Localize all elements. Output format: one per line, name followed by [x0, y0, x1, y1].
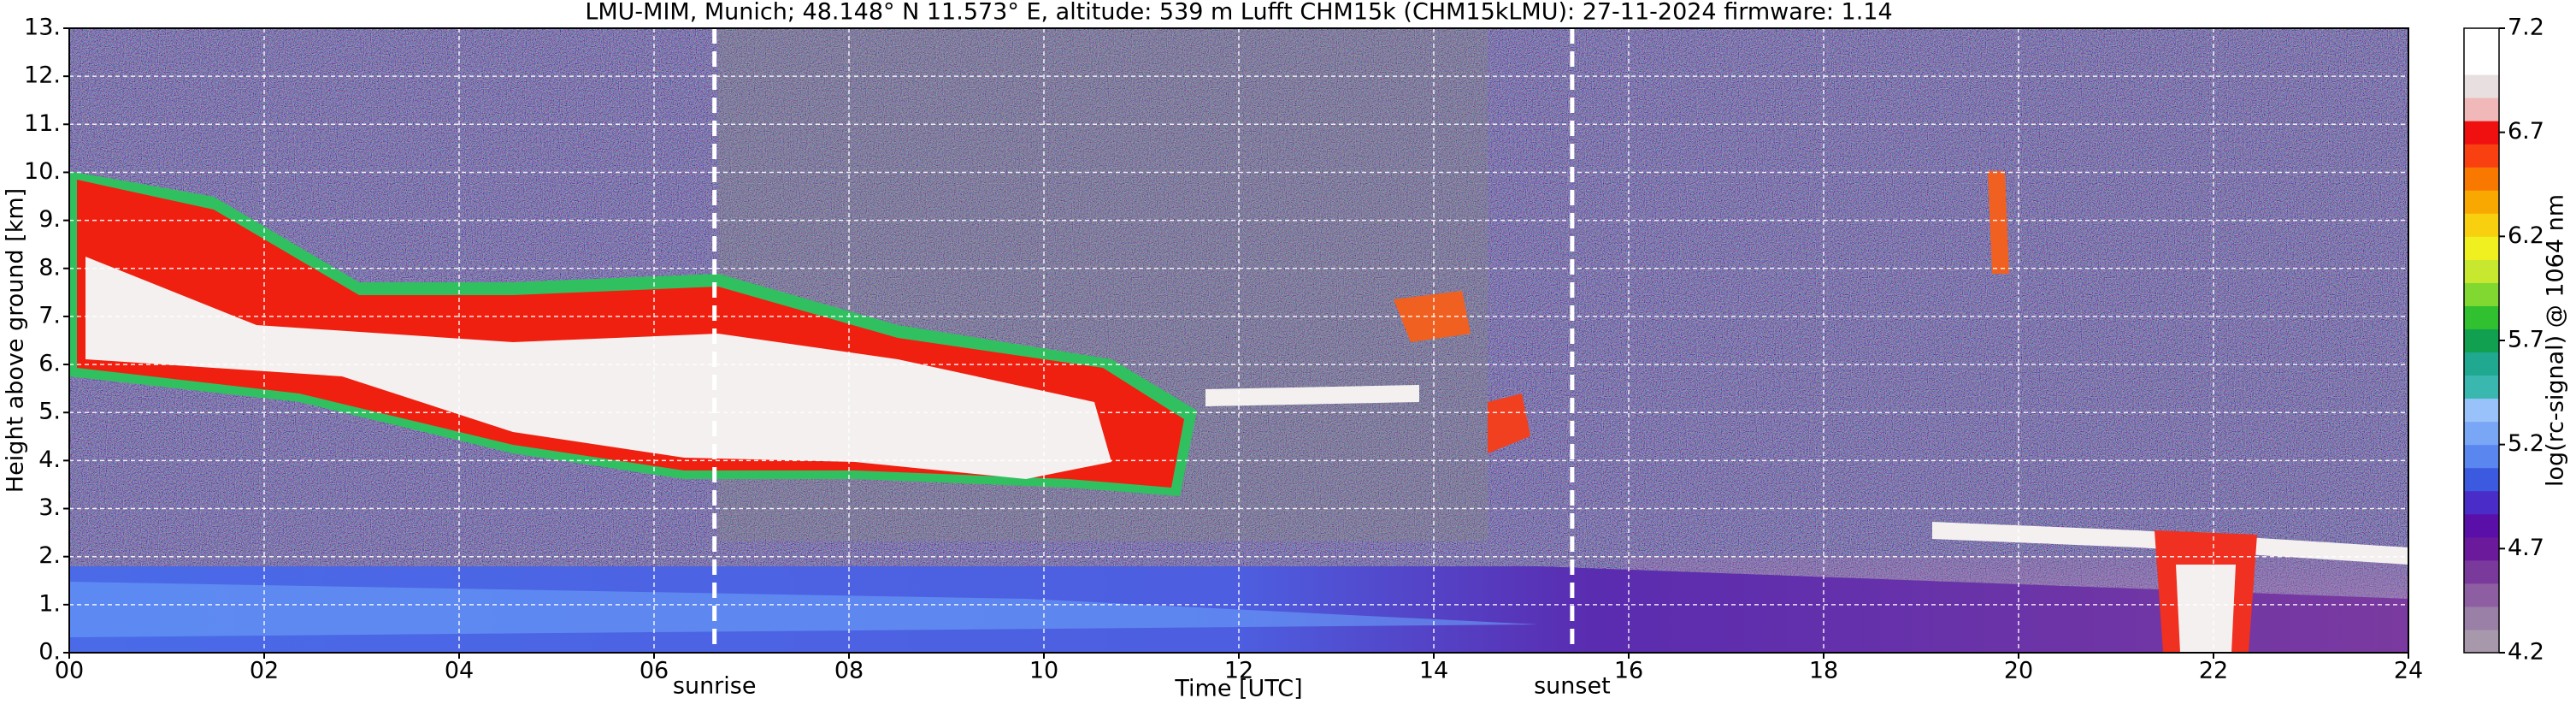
x-tick-label: 10 — [1029, 658, 1058, 684]
colorbar-segment — [2464, 375, 2499, 399]
x-tick-label: 12 — [1224, 658, 1253, 684]
colorbar-segment — [2464, 421, 2499, 446]
colorbar-segment — [2464, 583, 2499, 607]
cloud — [1988, 171, 2009, 274]
x-tick-label: 20 — [2004, 658, 2033, 684]
colorbar-segment — [2464, 259, 2499, 283]
y-tick-label: 5. — [38, 399, 61, 425]
colorbar-segment — [2464, 328, 2499, 353]
x-tick-label: 22 — [2199, 658, 2228, 684]
colorbar-segment — [2464, 629, 2499, 654]
y-tick-label: 2. — [38, 542, 61, 569]
x-tick-label: 14 — [1419, 658, 1448, 684]
y-tick-label: 11. — [24, 110, 61, 137]
y-tick-label: 7. — [38, 302, 61, 328]
x-tick-label: 16 — [1614, 658, 1643, 684]
colorbar-segment — [2464, 444, 2499, 469]
colorbar-segment — [2464, 536, 2499, 561]
cloud — [1488, 393, 1530, 453]
y-tick-label: 8. — [38, 254, 61, 281]
y-tick-label: 1. — [38, 590, 61, 617]
boundary-layer — [69, 582, 1539, 637]
plot-frame — [68, 27, 2409, 654]
y-tick-label: 13. — [24, 15, 61, 41]
colorbar-segment — [2464, 398, 2499, 423]
x-tick-label: 00 — [55, 658, 84, 684]
y-tick-label: 12. — [24, 62, 61, 89]
colorbar-segment — [2464, 190, 2499, 214]
colorbar-segment — [2464, 513, 2499, 538]
colorbar-segment — [2464, 467, 2499, 492]
y-tick-label: 4. — [38, 447, 61, 473]
colorbar-segment — [2464, 236, 2499, 260]
cloud-core — [85, 257, 1111, 479]
colorbar-label: log(rc-signal) @ 1064 nm — [2543, 194, 2569, 487]
x-tick-label: 18 — [1809, 658, 1838, 684]
colorbar-tick-label: 5.7 — [2508, 327, 2544, 353]
colorbar-segment — [2464, 606, 2499, 630]
colorbar-tick-label: 6.7 — [2508, 118, 2544, 145]
colorbar-tick-label: 5.2 — [2508, 430, 2544, 457]
colorbar-tick-label: 7.2 — [2508, 15, 2544, 41]
colorbar-segment — [2464, 121, 2499, 145]
y-tick-label: 0. — [38, 639, 61, 666]
chart-title: LMU-MIM, Munich; 48.148° N 11.573° E, al… — [585, 0, 1892, 26]
x-tick-label: 24 — [2394, 658, 2423, 684]
colorbar-segment — [2464, 559, 2499, 584]
event-label: sunset — [1534, 673, 1611, 700]
x-tick-label: 06 — [640, 658, 669, 684]
y-tick-label: 6. — [38, 351, 61, 377]
colorbar-segment — [2464, 352, 2499, 376]
colorbar-segment — [2464, 51, 2499, 75]
x-tick-label: 04 — [445, 658, 474, 684]
x-tick-label: 02 — [250, 658, 279, 684]
colorbar-segment — [2464, 74, 2499, 98]
colorbar-segment — [2464, 28, 2499, 52]
x-tick-label: 08 — [834, 658, 864, 684]
colorbar-segment — [2464, 490, 2499, 515]
colorbar-tick-label: 6.2 — [2508, 222, 2544, 249]
cloud-core — [2176, 565, 2236, 653]
y-axis-label: Height above ground [km] — [3, 188, 29, 493]
colorbar-tick-label: 4.7 — [2508, 535, 2544, 561]
y-tick-label: 9. — [38, 206, 61, 233]
axes — [63, 27, 2409, 659]
y-tick-label: 10. — [24, 158, 61, 185]
colorbar-segment — [2464, 167, 2499, 191]
colorbar-segment — [2464, 213, 2499, 237]
event-label: sunrise — [673, 673, 757, 700]
cloud-core — [1205, 385, 1419, 406]
colorbar-segment — [2464, 305, 2499, 329]
y-tick-label: 3. — [38, 494, 61, 521]
colorbar-segment — [2464, 144, 2499, 168]
colorbar-segment — [2464, 282, 2499, 306]
x-axis-label: Time [UTC] — [1174, 676, 1302, 702]
colorbar-segment — [2464, 98, 2499, 121]
colorbar-tick-label: 4.2 — [2508, 639, 2544, 666]
